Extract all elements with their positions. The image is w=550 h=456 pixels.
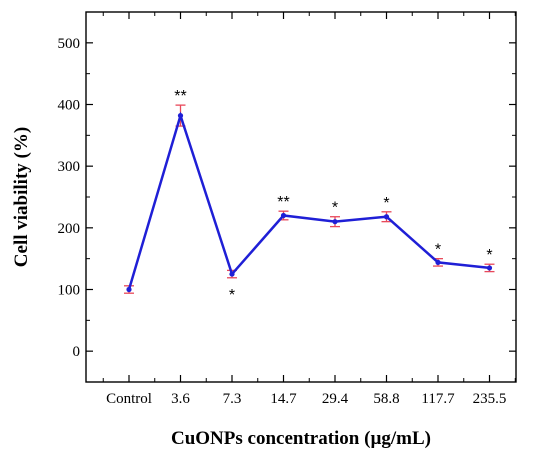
x-tick-label: 58.8	[373, 391, 399, 407]
data-point	[435, 259, 441, 265]
y-tick-label: 0	[73, 344, 81, 360]
data-point	[229, 271, 235, 277]
series-line	[127, 111, 490, 290]
significance-label: *	[229, 287, 235, 304]
plot-frame	[85, 11, 517, 383]
data-point	[332, 219, 338, 225]
y-axis-title: Cell viability (%)	[11, 127, 32, 267]
y-axis: 0 100 200 300 400 500	[58, 36, 516, 383]
x-tick-label: 117.7	[421, 391, 455, 407]
plot-area-border	[85, 11, 517, 383]
significance-markers: ***** * ** *	[174, 88, 492, 304]
x-axis: Control 3.6 7.3 14.7 29.4 58.8 117.7 235.5	[102, 12, 516, 407]
data-point	[177, 113, 184, 119]
data-points	[126, 113, 493, 293]
x-tick-label: 29.4	[322, 391, 349, 407]
data-point	[486, 265, 493, 271]
y-tick-label: 400	[58, 98, 81, 114]
significance-label: *	[435, 242, 441, 259]
data-point	[383, 214, 390, 220]
y-tick-label: 200	[58, 221, 81, 237]
x-tick-label: Control	[106, 391, 152, 407]
y-tick-label: 300	[58, 159, 81, 175]
significance-label: *	[486, 247, 492, 264]
significance-label: *	[332, 200, 338, 217]
y-tick-label: 500	[58, 36, 81, 52]
error-bars	[124, 104, 495, 294]
significance-label: **	[277, 194, 289, 211]
x-axis-title: CuONPs concentration (µg/mL)	[171, 428, 431, 449]
x-tick-label: 3.6	[171, 391, 190, 407]
significance-label: *	[383, 195, 389, 212]
data-point	[280, 212, 287, 219]
x-tick-label: 235.5	[473, 391, 507, 407]
y-tick-label: 100	[58, 283, 81, 299]
data-point	[126, 286, 132, 293]
x-tick-label: 14.7	[270, 391, 297, 407]
x-tick-label: 7.3	[223, 391, 242, 407]
significance-label: **	[174, 88, 186, 105]
